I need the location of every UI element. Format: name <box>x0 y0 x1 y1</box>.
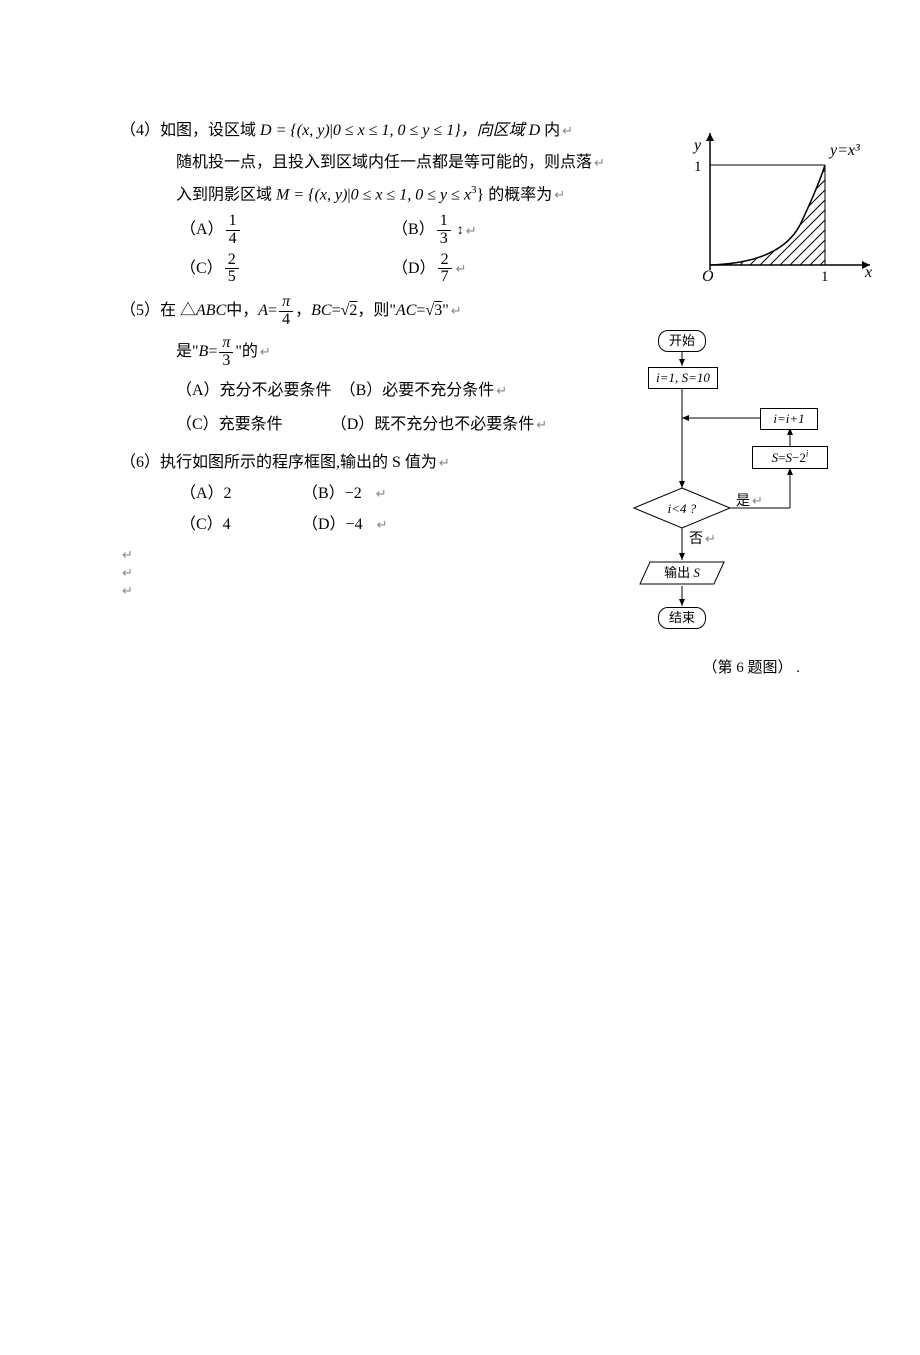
q4-option-d: （D） 27 ↵ <box>392 250 466 288</box>
graph-figure: y 1 O 1 x y=x³ <box>680 125 880 285</box>
graph-curve-label: y=x³ <box>828 142 860 159</box>
q6-option-d: （D）−4 <box>302 510 363 540</box>
q6-option-c: （C）4 <box>180 510 290 540</box>
q5-option-d: （D）既不充分也不必要条件 <box>331 409 535 441</box>
flow-inc: i=i+1 <box>760 408 818 430</box>
flow-yes-label: 是↵ <box>736 490 763 510</box>
q4-option-a: （A） 14 <box>180 211 380 249</box>
flowchart-caption: （第 6 题图） . <box>702 656 800 677</box>
svg-text:输出 S: 输出 S <box>664 565 700 580</box>
graph-y-label: y <box>692 137 702 154</box>
flow-update: S=S−2i <box>752 446 828 469</box>
graph-svg: y 1 O 1 x y=x³ <box>680 125 880 285</box>
q6-option-b: （B）−2 <box>302 479 362 509</box>
flowchart-svg: i<4 ? 输出 S <box>600 328 840 648</box>
flow-start: 开始 <box>658 330 706 352</box>
flowchart-figure: i<4 ? 输出 S 开始 i=1, S=10 i=i+1 S=S−2i 是↵ … <box>600 328 840 688</box>
q6-number: （6） <box>120 447 160 479</box>
graph-one-y: 1 <box>694 159 702 175</box>
svg-text:i<4 ?: i<4 ? <box>668 501 697 516</box>
graph-one-x: 1 <box>821 269 829 285</box>
q5-option-a: （A）充分不必要条件 <box>176 375 332 407</box>
flow-no-label: 否↵ <box>689 528 716 548</box>
q5-option-b: （B）必要不充分条件 <box>340 375 495 407</box>
q4-option-b: （B） 13 ↕↵ <box>392 211 477 249</box>
graph-x-label: x <box>864 264 872 281</box>
q6-option-a: （A）2 <box>180 479 290 509</box>
q4-option-c: （C） 25 <box>180 250 380 288</box>
return-mark: ↵ <box>562 123 573 138</box>
flow-end: 结束 <box>658 607 706 629</box>
graph-origin: O <box>702 268 714 285</box>
q5-option-c: （C）充要条件 <box>176 409 283 441</box>
flow-init: i=1, S=10 <box>648 367 718 389</box>
q4-number: （4） <box>120 115 160 147</box>
q5-number: （5） <box>120 295 160 327</box>
q5-line1: （5） 在 △ABC 中， A = π4 ， BC = √2 ，则" AC = … <box>120 294 860 329</box>
